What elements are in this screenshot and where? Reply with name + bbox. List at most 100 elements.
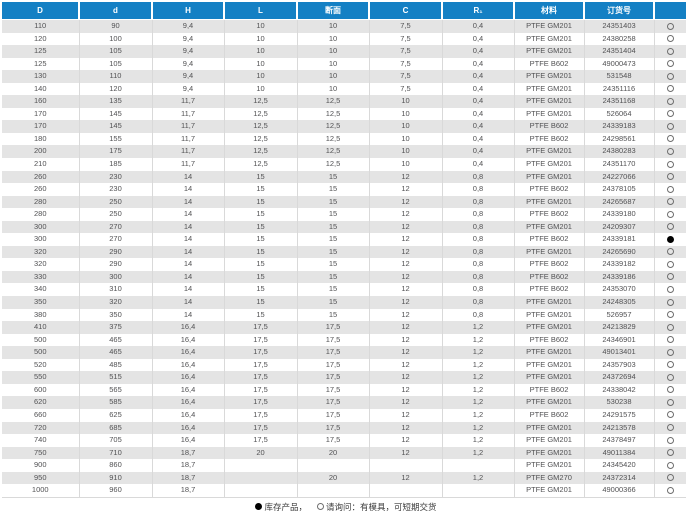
cell-L: 20 — [224, 446, 298, 460]
cell-order_no: 531548 — [584, 70, 655, 83]
on-request-icon — [666, 361, 674, 369]
cell-C: 12 — [369, 170, 443, 184]
cell-C: 12 — [369, 471, 443, 485]
cell-R1: 1,2 — [442, 371, 515, 384]
cell-R1: 0,8 — [442, 220, 515, 234]
table-row: 620 585 16,4 17,5 17,5 12 1,2 PTFE GM201 530238 — [2, 396, 686, 409]
cell-D: 660 — [2, 408, 80, 422]
cell-R1: 1,2 — [442, 471, 515, 485]
cell-d: 300 — [79, 270, 153, 284]
table-row: 320 290 14 15 15 12 0,8 PTFE GM201 24265690 — [2, 245, 686, 259]
cell-L: 12,5 — [224, 158, 298, 171]
cell-D: 500 — [2, 333, 80, 347]
cell-D: 500 — [2, 346, 80, 359]
cell-H: 9,4 — [152, 57, 225, 71]
cell-R1 — [442, 484, 515, 498]
cell-status — [654, 133, 686, 146]
cell-material: PTFE B602 — [514, 57, 585, 71]
cell-section: 12,5 — [297, 145, 370, 159]
cell-L: 15 — [224, 270, 298, 284]
cell-status — [654, 484, 686, 498]
cell-H: 18,7 — [152, 459, 225, 472]
cell-H: 14 — [152, 270, 225, 284]
table-row: 350 320 14 15 15 12 0,8 PTFE GM201 24248305 — [2, 296, 686, 309]
table-row: 900 860 18,7 PTFE GM201 24345420 — [2, 459, 686, 472]
cell-status — [654, 447, 686, 460]
cell-L: 10 — [224, 70, 298, 83]
on-request-icon — [666, 486, 674, 494]
on-request-icon — [666, 286, 674, 293]
cell-material: PTFE GM201 — [514, 346, 585, 359]
cell-status — [654, 183, 686, 196]
column-header-R1: R₁ — [442, 2, 515, 20]
table-header-row: D d H L 断面 C R₁ 材料 订货号 — [2, 2, 686, 20]
cell-section: 20 — [297, 446, 370, 460]
cell-material: PTFE B602 — [514, 132, 585, 146]
cell-D: 750 — [2, 446, 80, 460]
on-request-icon — [666, 223, 674, 231]
cell-H: 14 — [152, 170, 225, 184]
cell-L: 10 — [224, 32, 298, 46]
cell-H: 14 — [152, 220, 225, 234]
cell-d: 710 — [79, 446, 153, 460]
cell-L: 12,5 — [224, 132, 298, 146]
on-request-icon — [666, 110, 674, 118]
cell-R1: 0,8 — [442, 195, 515, 209]
cell-H: 9,4 — [152, 19, 225, 33]
cell-d: 185 — [79, 158, 153, 171]
cell-status — [654, 384, 686, 397]
cell-d: 145 — [79, 107, 153, 121]
cell-R1: 0,4 — [442, 95, 515, 108]
cell-C: 12 — [369, 283, 443, 297]
cell-material: PTFE GM201 — [514, 446, 585, 460]
table-row: 660 625 16,4 17,5 17,5 12 1,2 PTFE B602 24291575 — [2, 408, 686, 422]
cell-section: 15 — [297, 195, 370, 209]
cell-material: PTFE B602 — [514, 208, 585, 221]
product-spec-table: D d H L 断面 C R₁ 材料 订货号 110 90 9,4 10 10 7,5 0,… — [2, 2, 686, 498]
cell-section: 10 — [297, 19, 370, 33]
cell-D: 620 — [2, 396, 80, 409]
cell-H: 16,4 — [152, 346, 225, 359]
table-row: 500 465 16,4 17,5 17,5 12 1,2 PTFE GM201 4901340… — [2, 346, 686, 359]
cell-C: 12 — [369, 183, 443, 196]
cell-D: 170 — [2, 120, 80, 133]
on-request-icon — [666, 298, 674, 306]
cell-material: PTFE GM201 — [514, 82, 585, 96]
cell-order_no: 24265687 — [584, 195, 655, 209]
on-request-icon — [666, 35, 674, 43]
on-request-icon — [666, 449, 674, 457]
cell-C: 10 — [369, 95, 443, 108]
cell-section: 15 — [297, 183, 370, 196]
table-row: 260 230 14 15 15 12 0,8 PTFE GM201 24227066 — [2, 170, 686, 184]
table-row: 180 155 11,7 12,5 12,5 10 0,4 PTFE B602 24298561 — [2, 132, 686, 146]
cell-material: PTFE B602 — [514, 258, 585, 271]
cell-H: 14 — [152, 233, 225, 246]
cell-material: PTFE GM201 — [514, 70, 585, 83]
table-row: 320 290 14 15 15 12 0,8 PTFE B602 24339182 — [2, 258, 686, 271]
cell-D: 720 — [2, 421, 80, 435]
table-row: 300 270 14 15 15 12 0,8 PTFE GM201 24209307 — [2, 220, 686, 234]
on-request-icon — [666, 210, 674, 218]
table-row: 340 310 14 15 15 12 0,8 PTFE B602 24353070 — [2, 283, 686, 297]
cell-order_no: 24372694 — [584, 371, 655, 384]
cell-material: PTFE GM201 — [514, 434, 585, 447]
cell-order_no: 24338042 — [584, 383, 655, 397]
cell-d: 705 — [79, 434, 153, 447]
cell-order_no: 24339180 — [584, 208, 655, 221]
cell-order_no: 24351168 — [584, 95, 655, 108]
cell-section: 15 — [297, 233, 370, 246]
cell-C — [369, 484, 443, 498]
cell-section: 12,5 — [297, 132, 370, 146]
cell-L: 15 — [224, 283, 298, 297]
cell-d: 120 — [79, 82, 153, 96]
cell-status — [654, 20, 686, 33]
cell-C: 7,5 — [369, 70, 443, 83]
cell-R1: 0,4 — [442, 57, 515, 71]
cell-material: PTFE B602 — [514, 408, 585, 422]
cell-d: 685 — [79, 421, 153, 435]
in-stock-icon — [255, 503, 263, 511]
cell-d: 100 — [79, 32, 153, 46]
column-header-L: L — [224, 2, 298, 20]
cell-H: 9,4 — [152, 45, 225, 58]
table-row: 170 145 11,7 12,5 12,5 10 0,4 PTFE B602 24339183 — [2, 120, 686, 133]
